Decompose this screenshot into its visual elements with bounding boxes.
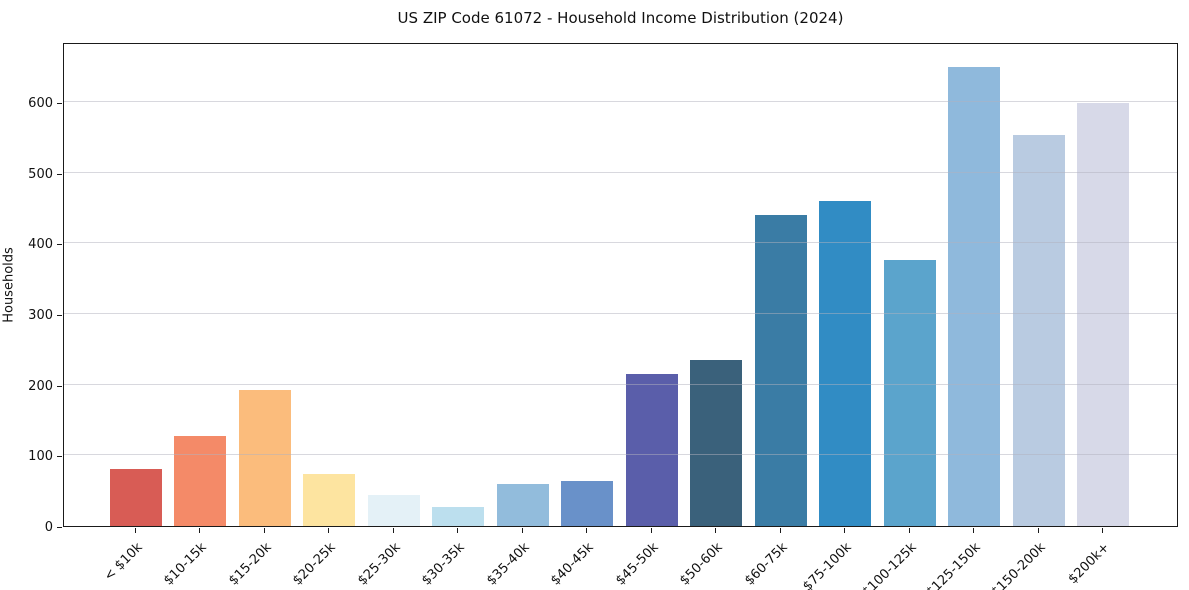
gridline-400 (64, 242, 1177, 244)
x-tick-mark (199, 528, 201, 533)
gridline-200 (64, 383, 1177, 385)
bar-$45-50k (625, 374, 678, 526)
x-tick-mark (908, 528, 910, 533)
gridline-500 (64, 171, 1177, 173)
x-tick-mark (521, 528, 523, 533)
x-tick-mark (457, 528, 459, 533)
bar-$30-35k (432, 506, 485, 526)
bar-$25-30k (367, 494, 420, 526)
x-tick-mark (779, 528, 781, 533)
bar-$200k+ (1077, 103, 1130, 526)
bar-$40-45k (561, 480, 614, 526)
x-tick-mark (263, 528, 265, 533)
x-tick-mark (392, 528, 394, 533)
x-tick-mark (715, 528, 717, 533)
x-tick-mark (1102, 528, 1104, 533)
bar-< $10k (109, 469, 162, 526)
chart-title: US ZIP Code 61072 - Household Income Dis… (397, 9, 844, 27)
x-tick-mark (1037, 528, 1039, 533)
y-tick-label: 500 (28, 166, 53, 182)
y-tick-mark (57, 103, 62, 105)
x-tick-mark (134, 528, 136, 533)
y-tick-mark (57, 527, 62, 528)
x-tick-mark (844, 528, 846, 533)
plot-area (63, 43, 1178, 527)
bar-$125-150k (948, 66, 1001, 526)
bar-$10-15k (174, 436, 227, 526)
y-tick-label: 400 (28, 237, 53, 253)
bar-$20-25k (303, 473, 356, 526)
y-tick-mark (57, 315, 62, 317)
x-tick-mark (586, 528, 588, 533)
y-tick-mark (57, 456, 62, 458)
y-tick-label: 600 (28, 96, 53, 112)
y-tick-label: 200 (28, 378, 53, 394)
y-tick-mark (57, 385, 62, 387)
bar-$60-75k (754, 215, 807, 526)
bar-$50-60k (690, 359, 743, 526)
gridline-600 (64, 101, 1177, 103)
bar-$100-125k (883, 260, 936, 526)
gridline-100 (64, 454, 1177, 456)
x-tick-mark (650, 528, 652, 533)
x-tick-mark (973, 528, 975, 533)
bar-$15-20k (238, 389, 291, 526)
y-tick-label: 0 (44, 520, 53, 535)
y-tick-label: 300 (28, 308, 53, 324)
bar-$75-100k (819, 200, 872, 526)
bar-$150-200k (1012, 135, 1065, 526)
x-tick-label: < $10k (101, 540, 146, 585)
x-tick-mark (328, 528, 330, 533)
bar-$35-40k (496, 483, 549, 526)
y-tick-mark (57, 173, 62, 175)
y-tick-mark (57, 244, 62, 246)
y-tick-label: 100 (28, 449, 53, 465)
gridline-300 (64, 313, 1177, 315)
